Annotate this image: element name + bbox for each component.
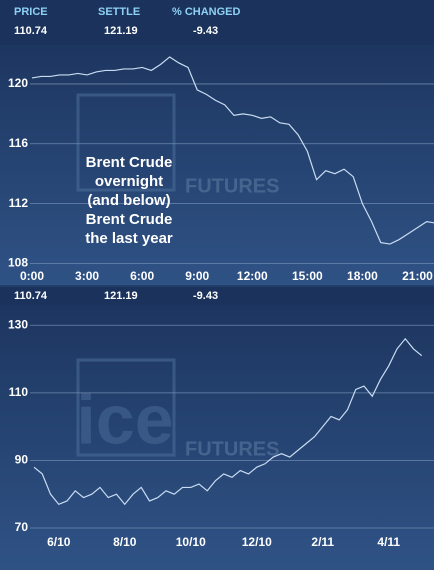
header-label: % CHANGED: [172, 6, 241, 18]
header-value: -9.43: [193, 25, 218, 37]
y-tick-label: 116: [9, 136, 29, 150]
y-tick-label: 108: [8, 256, 28, 270]
y-tick-label: 70: [15, 520, 29, 534]
annotation: (and below): [87, 192, 170, 209]
x-tick-label: 3:00: [75, 269, 99, 283]
header-value: 110.74: [14, 290, 48, 302]
watermark-logo: ice: [76, 380, 173, 458]
header-value: 110.74: [14, 25, 48, 37]
annotation: overnight: [95, 173, 163, 190]
plot-bg: [0, 45, 434, 285]
logo-box: [76, 358, 176, 457]
x-tick-label: 21:00: [402, 269, 433, 283]
annotation: Brent Crude: [86, 211, 173, 228]
watermark: FUTURES: [185, 175, 279, 197]
y-tick-label: 130: [8, 317, 28, 331]
x-tick-label: 18:00: [347, 269, 378, 283]
header-bar: [0, 287, 434, 305]
y-tick-label: 112: [9, 196, 29, 210]
watermark: FUTURES: [185, 438, 279, 460]
header-value: 121.19: [104, 25, 138, 37]
header-bar: [0, 0, 434, 45]
x-tick-label: 0:00: [20, 269, 44, 283]
line: [31, 56, 434, 245]
y-tick-label: 90: [15, 453, 29, 467]
header-label: SETTLE: [98, 6, 140, 18]
y-tick-label: 110: [9, 385, 29, 399]
y-tick-label: 120: [8, 76, 28, 90]
x-tick-label: 15:00: [292, 269, 323, 283]
header-value: 121.19: [104, 290, 138, 302]
line: [33, 337, 423, 506]
x-tick-label: 4/11: [377, 535, 400, 549]
header-label: PRICE: [14, 6, 48, 18]
x-tick-label: 6:00: [130, 269, 154, 283]
x-tick-label: 12:00: [237, 269, 268, 283]
x-tick-label: 9:00: [185, 269, 209, 283]
plot-bg: [0, 305, 434, 570]
x-tick-label: 8/10: [113, 535, 137, 549]
x-tick-label: 2/11: [311, 535, 334, 549]
x-tick-label: 6/10: [47, 535, 71, 549]
logo-box: [76, 93, 176, 192]
x-tick-label: 12/10: [242, 535, 272, 549]
annotation: Brent Crude: [86, 154, 173, 171]
annotation: the last year: [85, 230, 173, 247]
x-tick-label: 10/10: [176, 535, 206, 549]
header-value: -9.43: [193, 290, 218, 302]
